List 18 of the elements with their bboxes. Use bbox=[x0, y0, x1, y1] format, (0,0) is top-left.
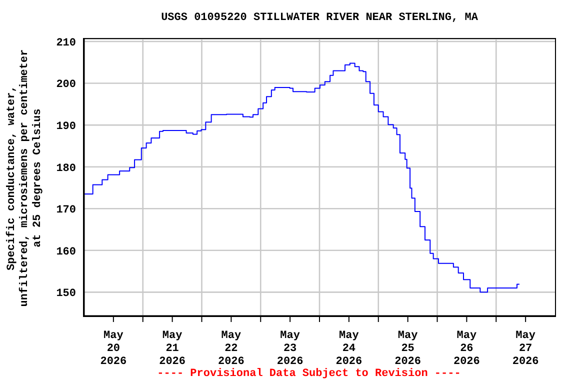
x-tick-label: May 24 2026 bbox=[336, 330, 362, 368]
x-tick-label: May 22 2026 bbox=[218, 330, 244, 368]
x-tick-label: May 23 2026 bbox=[276, 330, 304, 368]
x-tick-label: May 25 2026 bbox=[394, 330, 422, 368]
x-tick-label: May 27 2026 bbox=[512, 330, 539, 368]
y-tick-label: 150 bbox=[56, 288, 76, 300]
chart-title: USGS 01095220 STILLWATER RIVER NEAR STERLING, MA bbox=[160, 12, 479, 24]
y-tick-label: 180 bbox=[56, 162, 76, 175]
x-tick-label: May 21 2026 bbox=[159, 330, 186, 368]
y-tick-label: 170 bbox=[56, 204, 76, 217]
y-tick-label: 190 bbox=[56, 120, 76, 133]
y-tick-label: 210 bbox=[56, 37, 76, 50]
x-tick-label: May 20 2026 bbox=[100, 330, 127, 368]
text: ---- Provisional Data Subject to Revision ---- bbox=[156, 368, 462, 380]
y-axis-title: Specific conductance, water, unfiltered, microsiemens per centimeter at 25 degrees Celsius bbox=[6, 48, 45, 308]
y-tick-label: 160 bbox=[56, 246, 76, 258]
y-tick-label: 200 bbox=[56, 79, 76, 92]
x-tick-label: May 26 2026 bbox=[453, 330, 480, 368]
